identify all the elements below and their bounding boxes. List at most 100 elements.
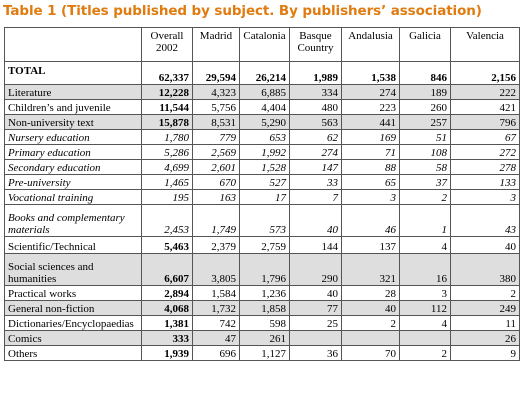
cell-catalonia: 26,214 — [239, 61, 290, 85]
cell-catalonia: 1,858 — [239, 300, 290, 316]
cell-valencia: 3 — [450, 189, 520, 205]
table-row: General non-fiction 4,068 1,732 1,858 77 40 11… — [4, 300, 520, 316]
cell-overall: 62,337 — [141, 61, 193, 85]
cell-madrid: 29,594 — [192, 61, 240, 85]
cell-galicia: 16 — [399, 253, 451, 286]
cell-valencia: 40 — [450, 236, 520, 254]
cell-madrid: 5,756 — [192, 99, 240, 115]
row-label: TOTAL — [4, 61, 142, 85]
cell-madrid: 696 — [192, 345, 240, 361]
cell-valencia: 380 — [450, 253, 520, 286]
cell-madrid: 3,805 — [192, 253, 240, 286]
cell-andalusia: 28 — [341, 285, 400, 301]
cell-overall: 1,381 — [141, 315, 193, 331]
cell-andalusia: 223 — [341, 99, 400, 115]
cell-galicia: 846 — [399, 61, 451, 85]
cell-madrid: 1,732 — [192, 300, 240, 316]
column-header-overall: Overall 2002 — [141, 27, 193, 62]
cell-andalusia: 441 — [341, 114, 400, 130]
row-label: Children’s and juvenile — [4, 99, 142, 115]
cell-basque: 62 — [289, 129, 342, 145]
cell-valencia: 67 — [450, 129, 520, 145]
row-label: General non-fiction — [4, 300, 142, 316]
cell-galicia: 189 — [399, 84, 451, 100]
cell-galicia: 112 — [399, 300, 451, 316]
cell-madrid: 47 — [192, 330, 240, 346]
cell-andalusia: 2 — [341, 315, 400, 331]
header-row: Overall 2002 Madrid Catalonia Basque Countr… — [4, 27, 520, 62]
row-label: Practical works — [4, 285, 142, 301]
table-row: Non-university text 15,878 8,531 5,290 563 44… — [4, 114, 520, 130]
row-label: Pre-university — [4, 174, 142, 190]
table-title: Table 1 (Titles published by subject. By… — [3, 3, 482, 19]
table-row: Secondary education 4,699 2,601 1,528 147 88 5… — [4, 159, 520, 175]
cell-madrid: 8,531 — [192, 114, 240, 130]
cell-basque: 147 — [289, 159, 342, 175]
cell-valencia: 26 — [450, 330, 520, 346]
total-row: TOTAL 62,337 29,594 26,214 1,989 1,538 846 2,15… — [4, 61, 520, 85]
table-row: Social sciences and humanities 6,607 3,805… — [4, 253, 520, 286]
row-label: Scientific/Technical — [4, 236, 142, 254]
cell-andalusia: 137 — [341, 236, 400, 254]
cell-basque — [289, 330, 342, 346]
cell-basque: 25 — [289, 315, 342, 331]
cell-andalusia: 70 — [341, 345, 400, 361]
cell-overall: 333 — [141, 330, 193, 346]
cell-madrid: 1,584 — [192, 285, 240, 301]
table-row: Literature 12,228 4,323 6,885 334 274 189 222 — [4, 84, 520, 100]
cell-andalusia: 88 — [341, 159, 400, 175]
cell-basque: 334 — [289, 84, 342, 100]
cell-valencia: 2 — [450, 285, 520, 301]
table-row: Primary education 5,286 2,569 1,992 274 71 108… — [4, 144, 520, 160]
cell-overall: 1,939 — [141, 345, 193, 361]
cell-andalusia: 71 — [341, 144, 400, 160]
cell-basque: 144 — [289, 236, 342, 254]
cell-basque: 33 — [289, 174, 342, 190]
cell-basque: 290 — [289, 253, 342, 286]
cell-madrid: 1,749 — [192, 204, 240, 237]
table-row: Dictionaries/Encyclopaedias 1,381 742 598 25… — [4, 315, 520, 331]
cell-madrid: 2,379 — [192, 236, 240, 254]
cell-catalonia: 2,759 — [239, 236, 290, 254]
cell-catalonia: 1,992 — [239, 144, 290, 160]
cell-overall: 12,228 — [141, 84, 193, 100]
cell-overall: 5,286 — [141, 144, 193, 160]
table-row: Books and complementary materials 2,453 1,… — [4, 204, 520, 237]
cell-overall: 15,878 — [141, 114, 193, 130]
cell-catalonia: 6,885 — [239, 84, 290, 100]
column-header-basque: Basque Country — [289, 27, 342, 62]
cell-valencia: 43 — [450, 204, 520, 237]
cell-basque: 77 — [289, 300, 342, 316]
cell-galicia: 37 — [399, 174, 451, 190]
cell-overall: 11,544 — [141, 99, 193, 115]
table-row: Children’s and juvenile 11,544 5,756 4,404 4… — [4, 99, 520, 115]
cell-valencia: 9 — [450, 345, 520, 361]
row-label: Others — [4, 345, 142, 361]
cell-catalonia: 261 — [239, 330, 290, 346]
table-row: Vocational training 195 163 17 7 3 2 3 — [4, 189, 520, 205]
table-row: Others 1,939 696 1,127 36 70 2 9 — [4, 345, 520, 361]
cell-overall: 2,894 — [141, 285, 193, 301]
cell-madrid: 670 — [192, 174, 240, 190]
cell-galicia — [399, 330, 451, 346]
cell-andalusia: 40 — [341, 300, 400, 316]
cell-overall: 1,780 — [141, 129, 193, 145]
cell-galicia: 2 — [399, 345, 451, 361]
column-header-valencia: Valencia — [450, 27, 520, 62]
cell-overall: 5,463 — [141, 236, 193, 254]
cell-galicia: 4 — [399, 315, 451, 331]
cell-madrid: 4,323 — [192, 84, 240, 100]
cell-galicia: 257 — [399, 114, 451, 130]
row-label: Nursery education — [4, 129, 142, 145]
table-row: Scientific/Technical 5,463 2,379 2,759 144 13… — [4, 236, 520, 254]
row-label: Secondary education — [4, 159, 142, 175]
cell-valencia: 272 — [450, 144, 520, 160]
cell-andalusia: 65 — [341, 174, 400, 190]
cell-basque: 563 — [289, 114, 342, 130]
row-label: Dictionaries/Encyclopaedias — [4, 315, 142, 331]
cell-galicia: 2 — [399, 189, 451, 205]
column-header-andalusia: Andalusia — [341, 27, 400, 62]
cell-madrid: 2,601 — [192, 159, 240, 175]
table-row: Pre-university 1,465 670 527 33 65 37 133 — [4, 174, 520, 190]
cell-andalusia: 1,538 — [341, 61, 400, 85]
